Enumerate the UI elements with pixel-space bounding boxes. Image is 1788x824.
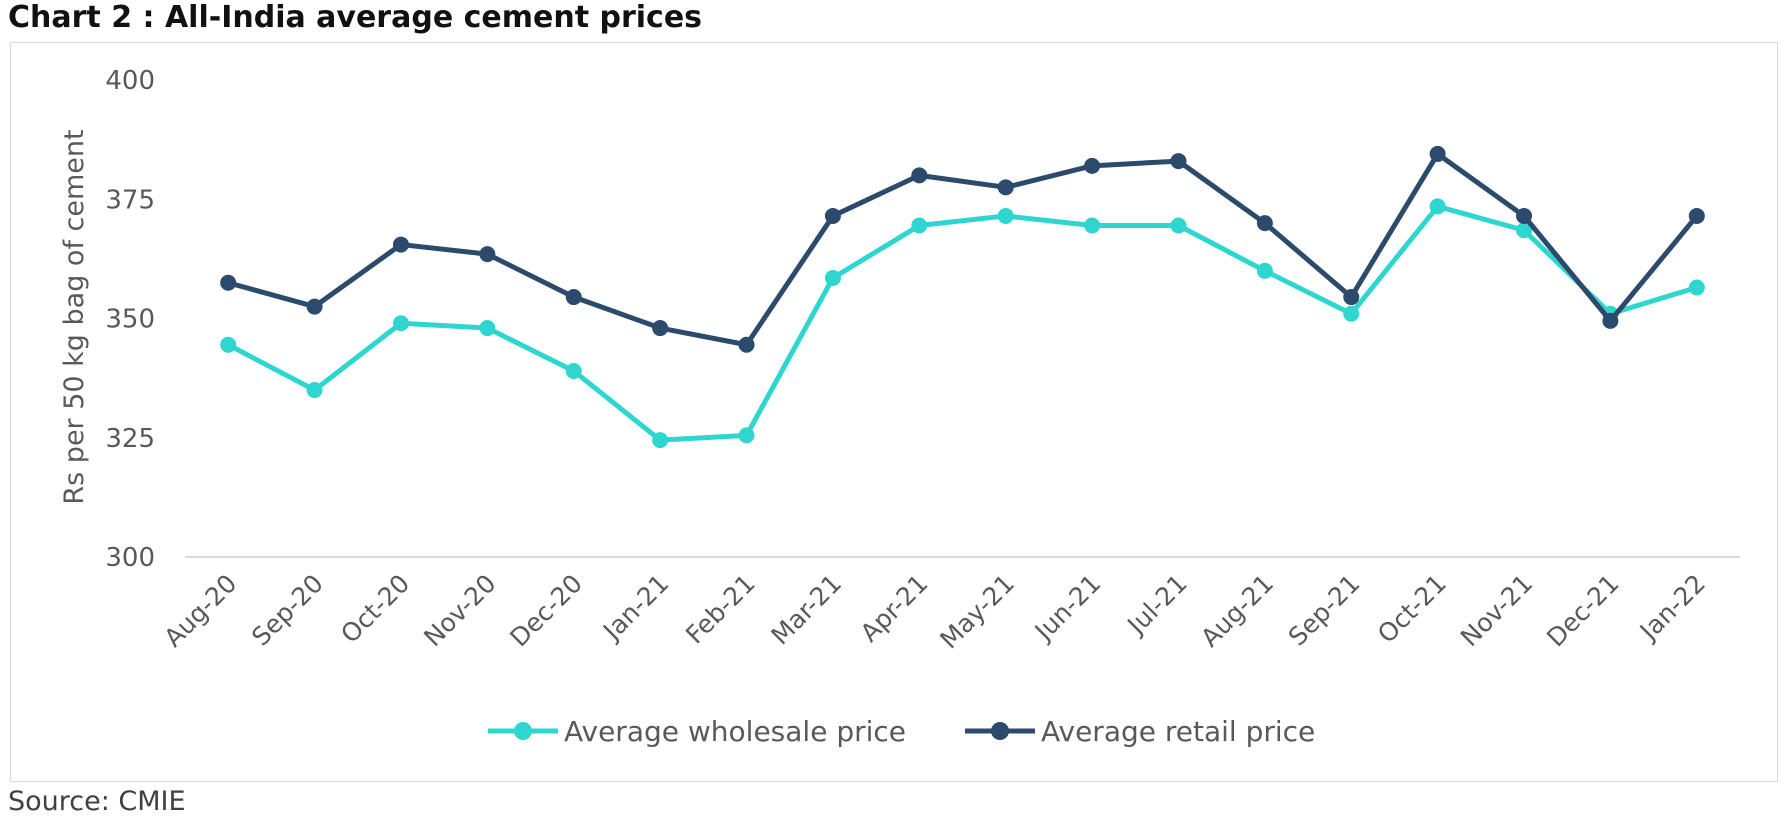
- series-group: [220, 145, 1705, 449]
- legend-swatch-marker: [991, 722, 1009, 740]
- y-tick-label: 350: [105, 305, 155, 335]
- y-tick-label: 375: [105, 185, 155, 215]
- x-tick-label: Mar-21: [766, 569, 848, 651]
- data-point: [997, 179, 1014, 196]
- x-tick-label: Apr-21: [855, 569, 934, 648]
- x-tick-label: Dec-21: [1541, 569, 1625, 653]
- x-tick-label: Feb-21: [680, 569, 761, 650]
- x-tick-label: Sep-21: [1283, 569, 1366, 652]
- legend-label: Average wholesale price: [564, 715, 906, 748]
- x-tick-label: Jan-21: [596, 569, 674, 647]
- data-point: [738, 427, 755, 444]
- y-axis-label: Rs per 50 kg bag of cement: [59, 129, 90, 504]
- y-tick-label: 325: [105, 424, 155, 454]
- data-point: [220, 336, 237, 353]
- data-point: [220, 274, 237, 291]
- data-point: [392, 236, 409, 253]
- data-point: [306, 298, 323, 315]
- data-point: [911, 217, 928, 234]
- x-tick-label: Jan-22: [1633, 569, 1711, 647]
- data-point: [1688, 279, 1705, 296]
- data-point: [1170, 217, 1187, 234]
- chart-title: Chart 2 : All-India average cement price…: [8, 0, 703, 35]
- series-line: [225, 203, 1700, 443]
- data-point: [306, 382, 323, 399]
- data-point: [1516, 222, 1533, 239]
- data-point: [479, 246, 496, 263]
- data-point: [824, 207, 841, 224]
- y-tick-label: 300: [105, 543, 155, 573]
- x-tick-label: Oct-20: [335, 569, 415, 649]
- data-point: [1429, 145, 1446, 162]
- data-point: [392, 315, 409, 332]
- x-tick-label: Aug-21: [1195, 569, 1279, 653]
- y-tick-label: 400: [105, 66, 155, 96]
- legend-label: Average retail price: [1041, 715, 1315, 748]
- y-axis: 300 325 350 375 400: [105, 66, 155, 573]
- data-point: [1256, 215, 1273, 232]
- series-line: [225, 151, 1700, 348]
- data-point: [1516, 207, 1533, 224]
- x-tick-label: Dec-20: [504, 569, 588, 653]
- legend-swatch-marker: [514, 722, 532, 740]
- data-point: [911, 167, 928, 184]
- data-point: [1084, 217, 1101, 234]
- data-point: [997, 207, 1014, 224]
- data-point: [479, 320, 496, 337]
- data-point: [738, 336, 755, 353]
- data-point: [652, 432, 669, 449]
- x-tick-label: Aug-20: [159, 569, 243, 653]
- x-tick-label: Jun-21: [1028, 569, 1106, 647]
- legend: Average wholesale price Average retail pr…: [488, 715, 1315, 748]
- data-point: [824, 269, 841, 286]
- data-point: [565, 289, 582, 306]
- data-point: [1170, 153, 1187, 170]
- data-point: [1688, 207, 1705, 224]
- x-tick-label: Nov-21: [1455, 569, 1538, 652]
- data-point: [1256, 262, 1273, 279]
- x-tick-label: Sep-20: [246, 569, 329, 652]
- x-axis: Aug-20 Sep-20 Oct-20 Nov-20 Dec-20 Jan-21 Feb-…: [159, 569, 1712, 655]
- data-point: [1343, 305, 1360, 322]
- x-tick-label: Oct-21: [1372, 569, 1452, 649]
- data-point: [565, 362, 582, 379]
- source-note: Source: CMIE: [8, 786, 186, 817]
- x-tick-label: Nov-20: [418, 569, 501, 652]
- data-point: [1343, 289, 1360, 306]
- x-tick-label: Jul-21: [1121, 569, 1193, 641]
- data-point: [1602, 312, 1619, 329]
- data-point: [652, 320, 669, 337]
- chart-frame: [10, 42, 1778, 782]
- data-point: [1084, 157, 1101, 174]
- data-point: [1429, 198, 1446, 215]
- x-tick-label: May-21: [934, 569, 1020, 655]
